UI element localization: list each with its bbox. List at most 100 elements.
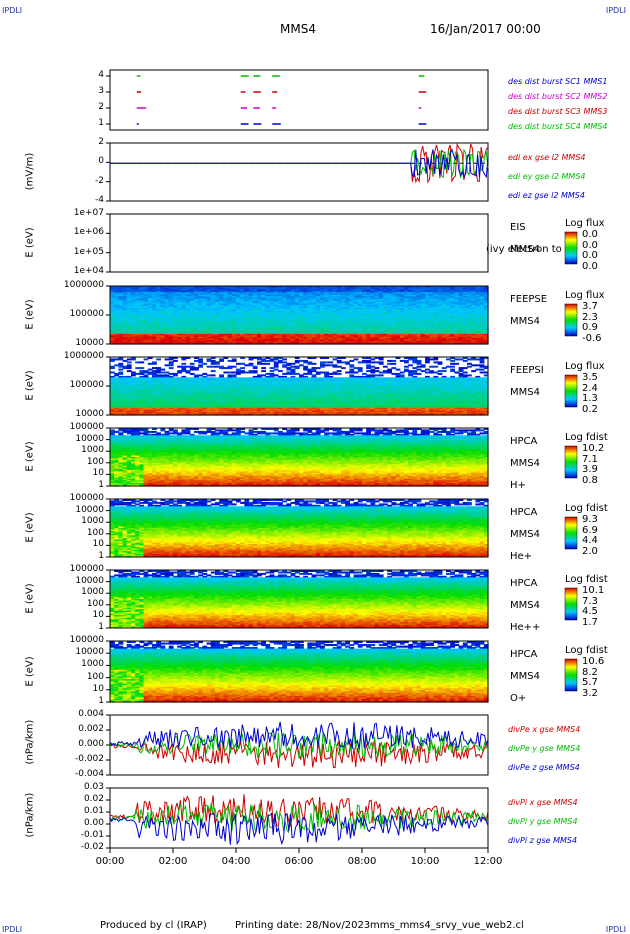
spectrogram-cell-p4 — [114, 320, 119, 323]
spectrogram-cell-p4 — [202, 333, 208, 336]
spectrogram-cell-p4 — [194, 303, 199, 306]
spectrogram-cell-p4 — [126, 290, 132, 293]
spectrogram-cell-p4 — [181, 338, 187, 341]
spectrogram-cell-p4 — [143, 322, 149, 325]
spectrogram-cell-p4 — [206, 290, 212, 293]
spectrogram-cell-p4 — [156, 323, 161, 326]
spectrogram-cell-p5 — [131, 358, 136, 361]
spectrogram-cell-p4 — [110, 325, 115, 328]
spectrogram-cell-p4 — [114, 330, 119, 333]
spectrogram-cell-p4 — [223, 293, 229, 296]
spectrogram-cell-p4 — [198, 335, 203, 338]
spectrogram-cell-p4 — [219, 332, 224, 335]
spectrogram-cell-p4 — [181, 296, 187, 299]
spectrogram-cell-p4 — [168, 332, 174, 335]
spectrogram-cell-p4 — [114, 306, 119, 309]
spectrogram-cell-p4 — [143, 296, 149, 299]
spectrogram-cell-p4 — [131, 316, 136, 319]
spectrogram-cell-p4 — [202, 328, 208, 331]
spectrogram-cell-p5 — [139, 361, 145, 364]
spectrogram-cell-p4 — [168, 336, 174, 339]
spectrogram-cell-p4 — [189, 329, 195, 332]
spectrogram-cell-p4 — [110, 303, 115, 306]
spectrogram-cell-p4 — [135, 335, 140, 338]
spectrogram-cell-p4 — [198, 296, 203, 299]
spectrogram-cell-p4 — [152, 309, 157, 312]
spectrogram-cell-p4 — [118, 313, 124, 316]
spectrogram-cell-p4 — [122, 297, 128, 300]
spectrogram-cell-p4 — [160, 338, 166, 341]
spectrogram-cell-p4 — [152, 320, 157, 323]
spectrogram-cell-p4 — [219, 312, 224, 315]
spectrogram-cell-p4 — [198, 330, 203, 333]
spectrogram-cell-p4 — [164, 300, 170, 303]
spectrogram-cell-p4 — [126, 294, 132, 297]
spectrogram-cell-p4 — [173, 330, 178, 333]
spectrogram-cell-p4 — [210, 330, 216, 333]
spectrogram-cell-p4 — [189, 313, 195, 316]
spectrogram-cell-p4 — [143, 291, 149, 294]
spectrogram-cell-p4 — [110, 329, 115, 332]
spectrogram-cell-p4 — [181, 300, 187, 303]
spectrogram-cell-p4 — [177, 287, 182, 290]
spectrogram-cell-p4 — [131, 332, 136, 335]
spectrogram-cell-p4 — [118, 338, 124, 341]
spectrogram-cell-p4 — [126, 325, 132, 328]
spectrogram-cell-p4 — [177, 301, 182, 304]
spectrogram-cell-p4 — [202, 341, 208, 344]
spectrogram-cell-p4 — [185, 300, 191, 303]
spectrogram-cell-p4 — [185, 297, 191, 300]
spectrogram-cell-p4 — [147, 312, 153, 315]
spectrogram-cell-p4 — [118, 301, 124, 304]
spectrogram-cell-p4 — [135, 301, 140, 304]
spectrogram-cell-p4 — [114, 319, 119, 322]
spectrogram-cell-p4 — [135, 297, 140, 300]
spectrogram-cell-p4 — [131, 286, 136, 288]
spectrogram-cell-p4 — [168, 290, 174, 293]
spectrogram-cell-p5 — [215, 362, 220, 365]
spectrogram-cell-p5 — [185, 371, 191, 374]
spectrogram-cell-p4 — [110, 288, 115, 291]
spectrogram-cell-p4 — [210, 310, 216, 313]
spectrogram-cell-p4 — [210, 287, 216, 290]
spectrogram-cell-p4 — [118, 333, 124, 336]
spectrogram-cell-p4 — [198, 307, 203, 310]
spectrogram-cell-p4 — [126, 286, 132, 288]
spectrogram-cell-p5 — [185, 365, 191, 368]
spectrogram-cell-p4 — [168, 299, 174, 302]
spectrogram-cell-p4 — [152, 328, 157, 331]
spectrogram-cell-p4 — [210, 288, 216, 291]
spectrogram-cell-p4 — [114, 303, 119, 306]
spectrogram-cell-p4 — [156, 325, 161, 328]
spectrogram-cell-p4 — [152, 296, 157, 299]
spectrogram-cell-p4 — [152, 338, 157, 341]
spectrogram-cell-p4 — [126, 338, 132, 341]
spectrogram-cell-p4 — [177, 325, 182, 328]
spectrogram-cell-p4 — [160, 299, 166, 302]
spectrogram-cell-p4 — [160, 286, 166, 288]
spectrogram-cell-p4 — [139, 330, 145, 333]
spectrogram-cell-p4 — [147, 317, 153, 320]
spectrogram-cell-p4 — [147, 326, 153, 329]
spectrogram-cell-p5 — [261, 362, 266, 365]
spectrogram-cell-p5 — [282, 372, 287, 375]
spectrogram-cell-p4 — [168, 294, 174, 297]
spectrogram-cell-p4 — [118, 306, 124, 309]
spectrogram-cell-p4 — [194, 335, 199, 338]
spectrogram-cell-p4 — [185, 341, 191, 344]
spectrogram-cell-p4 — [110, 306, 115, 309]
spectrogram-cell-p4 — [181, 313, 187, 316]
spectrogram-cell-p4 — [223, 326, 229, 329]
spectrogram-cell-p4 — [135, 287, 140, 290]
spectrogram-cell-p4 — [147, 319, 153, 322]
spectrogram-cell-p4 — [215, 310, 220, 313]
spectrogram-cell-p4 — [114, 293, 119, 296]
spectrogram-cell-p4 — [210, 338, 216, 341]
spectrogram-cell-p4 — [202, 336, 208, 339]
spectrogram-cell-p4 — [114, 307, 119, 310]
spectrogram-cell-p4 — [189, 306, 195, 309]
corner-label-top-left: IPDLI — [2, 6, 22, 15]
spectrogram-cell-p4 — [219, 291, 224, 294]
spectrogram-cell-p4 — [118, 330, 124, 333]
spectrogram-cell-p4 — [177, 294, 182, 297]
